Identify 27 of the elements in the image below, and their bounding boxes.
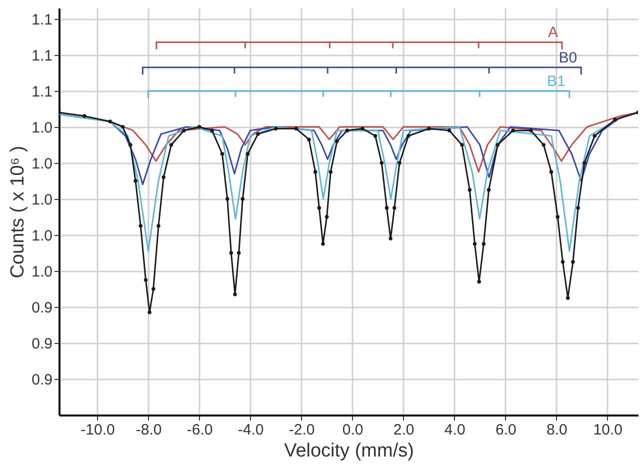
- x-tick-label: -4.0: [238, 422, 264, 438]
- y-tick-label: 1.1: [32, 11, 52, 28]
- y-axis-title: Counts ( x 10⁶ ): [8, 146, 29, 278]
- x-tick-label: -6.0: [186, 422, 213, 438]
- y-tick-label: 1.1: [32, 83, 52, 100]
- x-tick-label: -2.0: [288, 422, 315, 438]
- y-tick-label: 0.9: [32, 335, 52, 352]
- y-tick-label: 0.9: [32, 371, 52, 388]
- y-tick-label: 0.9: [32, 299, 52, 316]
- x-tick-label: 8.0: [546, 422, 568, 438]
- x-tick-label: 6.0: [495, 422, 516, 438]
- y-tick-label: 1.0: [32, 227, 52, 244]
- x-tick-label: 4.0: [444, 422, 466, 438]
- y-tick-label: 1.1: [32, 47, 52, 64]
- x-tick-label: 10.0: [593, 422, 622, 438]
- y-tick-label: 1.0: [32, 263, 52, 280]
- x-axis-title: Velocity (mm/s): [284, 440, 414, 462]
- x-tick-label: -8.0: [136, 422, 162, 438]
- series-label: B0: [558, 49, 578, 66]
- x-tick-label: 2.0: [393, 422, 414, 438]
- y-tick-label: 1.0: [32, 191, 52, 208]
- y-tick-label: 1.0: [32, 119, 52, 136]
- x-tick-label: 0.0: [342, 422, 364, 438]
- y-tick-label: 1.0: [32, 155, 52, 172]
- series-label: B1: [547, 72, 566, 90]
- x-tick-label: -10.0: [80, 422, 115, 438]
- series-label: A: [548, 24, 558, 42]
